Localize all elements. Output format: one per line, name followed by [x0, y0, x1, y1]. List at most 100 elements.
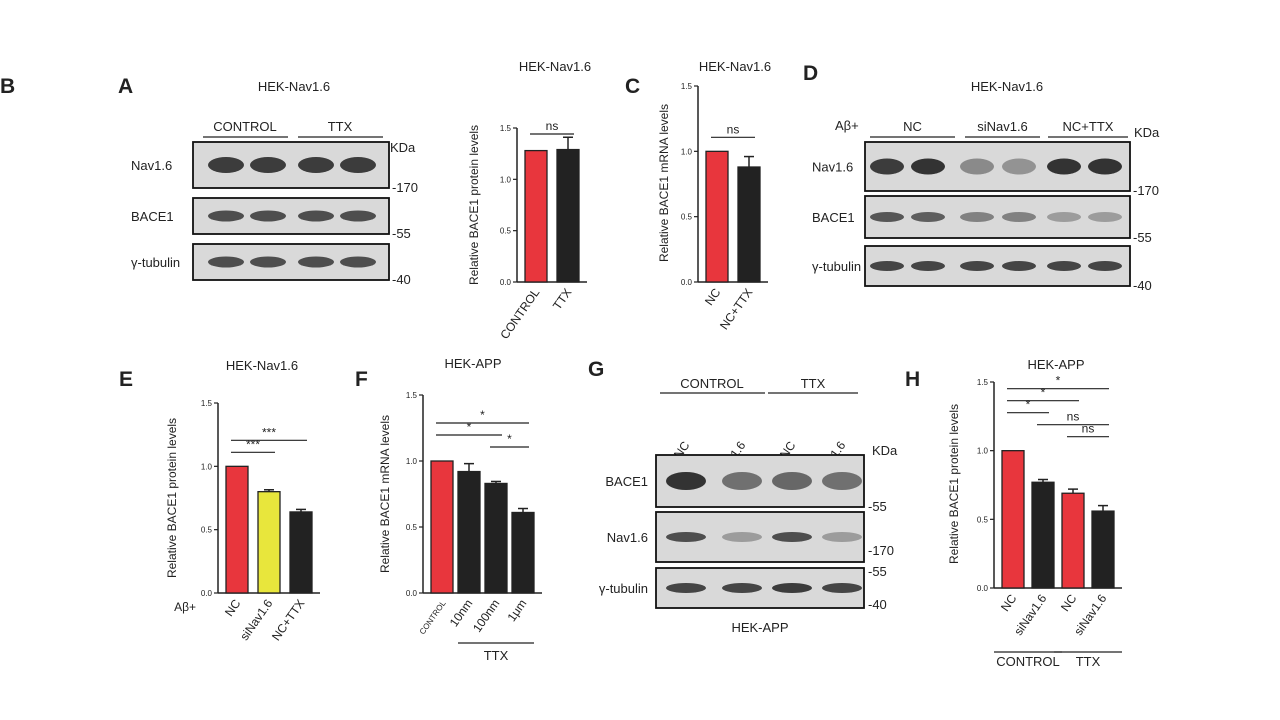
row-label: γ-tubulin	[812, 259, 861, 274]
group-label: TTX	[801, 376, 826, 391]
significance-label: *	[1026, 398, 1031, 412]
significance-label: *	[480, 408, 485, 422]
protein-band	[1002, 158, 1036, 175]
kda-marker: -170	[1133, 183, 1159, 198]
protein-band	[1047, 158, 1081, 175]
chart-title: HEK-APP	[1027, 357, 1084, 372]
significance-label: ***	[246, 437, 260, 451]
significance-label: ns	[1067, 410, 1080, 424]
group-label: NC	[903, 119, 922, 134]
protein-band	[208, 256, 244, 268]
y-tick-label: 1.0	[201, 462, 213, 471]
x-tick-label: NC	[1058, 591, 1080, 614]
x-tick-label: CONTROL	[497, 285, 542, 341]
significance-label: ***	[262, 425, 276, 439]
blot-title: HEK-Nav1.6	[258, 79, 330, 94]
protein-band	[340, 256, 376, 268]
protein-band	[666, 472, 706, 490]
significance-label: *	[1056, 374, 1061, 388]
kda-marker: -170	[392, 180, 418, 195]
row-label: γ-tubulin	[131, 255, 180, 270]
protein-band	[822, 583, 862, 593]
kda-marker: -40	[392, 272, 411, 287]
y-tick-label: 1.0	[977, 447, 989, 456]
chart-title: HEK-APP	[444, 356, 501, 371]
y-tick-label: 0.0	[681, 278, 693, 287]
kda-marker: -55	[1133, 230, 1152, 245]
bar	[289, 511, 313, 594]
protein-band	[722, 532, 762, 542]
y-axis-label: Relative BACE1 protein levels	[467, 125, 481, 285]
x-tick-label: NC+TTX	[717, 286, 755, 333]
bar	[430, 460, 454, 594]
bar	[484, 482, 508, 594]
protein-band	[340, 210, 376, 222]
x-tick-label: NC+TTX	[269, 597, 307, 644]
protein-band	[208, 157, 244, 173]
protein-band	[1088, 261, 1122, 271]
bar	[257, 491, 281, 594]
kda-marker: -40	[1133, 278, 1152, 293]
blot-membrane	[864, 245, 1131, 287]
x-tick-label: 100nm	[470, 597, 503, 635]
bar	[705, 150, 729, 283]
protein-band	[250, 210, 286, 222]
bar	[1001, 450, 1025, 589]
x-tick-label: NC	[998, 591, 1020, 614]
protein-band	[911, 212, 945, 222]
protein-band	[298, 256, 334, 268]
bar	[457, 470, 481, 594]
protein-band	[250, 256, 286, 268]
protein-band	[960, 158, 994, 175]
condition-prefix: Aβ+	[835, 118, 859, 133]
protein-band	[772, 472, 812, 490]
y-axis-label: Relative BACE1 protein levels	[947, 404, 961, 564]
row-label: BACE1	[605, 474, 648, 489]
y-axis-label: Relative BACE1 protein levels	[165, 418, 179, 578]
row-label: Nav1.6	[131, 158, 172, 173]
kda-marker: -55	[868, 564, 887, 579]
kda-marker: -40	[868, 597, 887, 612]
protein-band	[666, 532, 706, 542]
y-tick-label: 1.5	[977, 378, 989, 387]
protein-band	[870, 261, 904, 271]
bar	[1031, 481, 1055, 589]
protein-band	[208, 210, 244, 222]
panel-letter-f: F	[355, 368, 368, 391]
y-tick-label: 0.5	[681, 213, 693, 222]
significance-label: ns	[1082, 422, 1095, 436]
group-label: NC+TTX	[1063, 119, 1114, 134]
protein-band	[822, 532, 862, 542]
group-label: CONTROL	[680, 376, 744, 391]
kda-label: KDa	[390, 140, 416, 155]
protein-band	[960, 261, 994, 271]
protein-band	[1047, 261, 1081, 271]
protein-band	[911, 261, 945, 271]
chart-title: HEK-Nav1.6	[699, 59, 771, 74]
y-tick-label: 1.0	[406, 457, 418, 466]
protein-band	[960, 212, 994, 222]
x-tick-label: NC	[222, 596, 244, 619]
protein-band	[911, 158, 945, 175]
y-tick-label: 1.5	[500, 124, 512, 133]
protein-band	[1088, 212, 1122, 222]
panel-letter-b: B	[0, 75, 15, 98]
protein-band	[666, 583, 706, 593]
panel-letter-e: E	[119, 368, 133, 391]
y-axis-label: Relative BACE1 mRNA levels	[657, 104, 671, 262]
y-tick-label: 1.0	[500, 175, 512, 184]
y-tick-label: 0.5	[406, 523, 418, 532]
group-label: CONTROL	[213, 119, 277, 134]
blot-membrane	[864, 141, 1131, 192]
group-label: TTX	[1076, 654, 1101, 669]
kda-label: KDa	[872, 443, 898, 458]
row-label: BACE1	[812, 210, 855, 225]
protein-band	[1088, 158, 1122, 175]
protein-band	[772, 532, 812, 542]
significance-label: *	[467, 420, 472, 434]
y-tick-label: 0.5	[500, 227, 512, 236]
bar	[524, 149, 548, 283]
blot-title: HEK-APP	[731, 620, 788, 635]
group-label: TTX	[484, 648, 509, 663]
protein-band	[1002, 261, 1036, 271]
